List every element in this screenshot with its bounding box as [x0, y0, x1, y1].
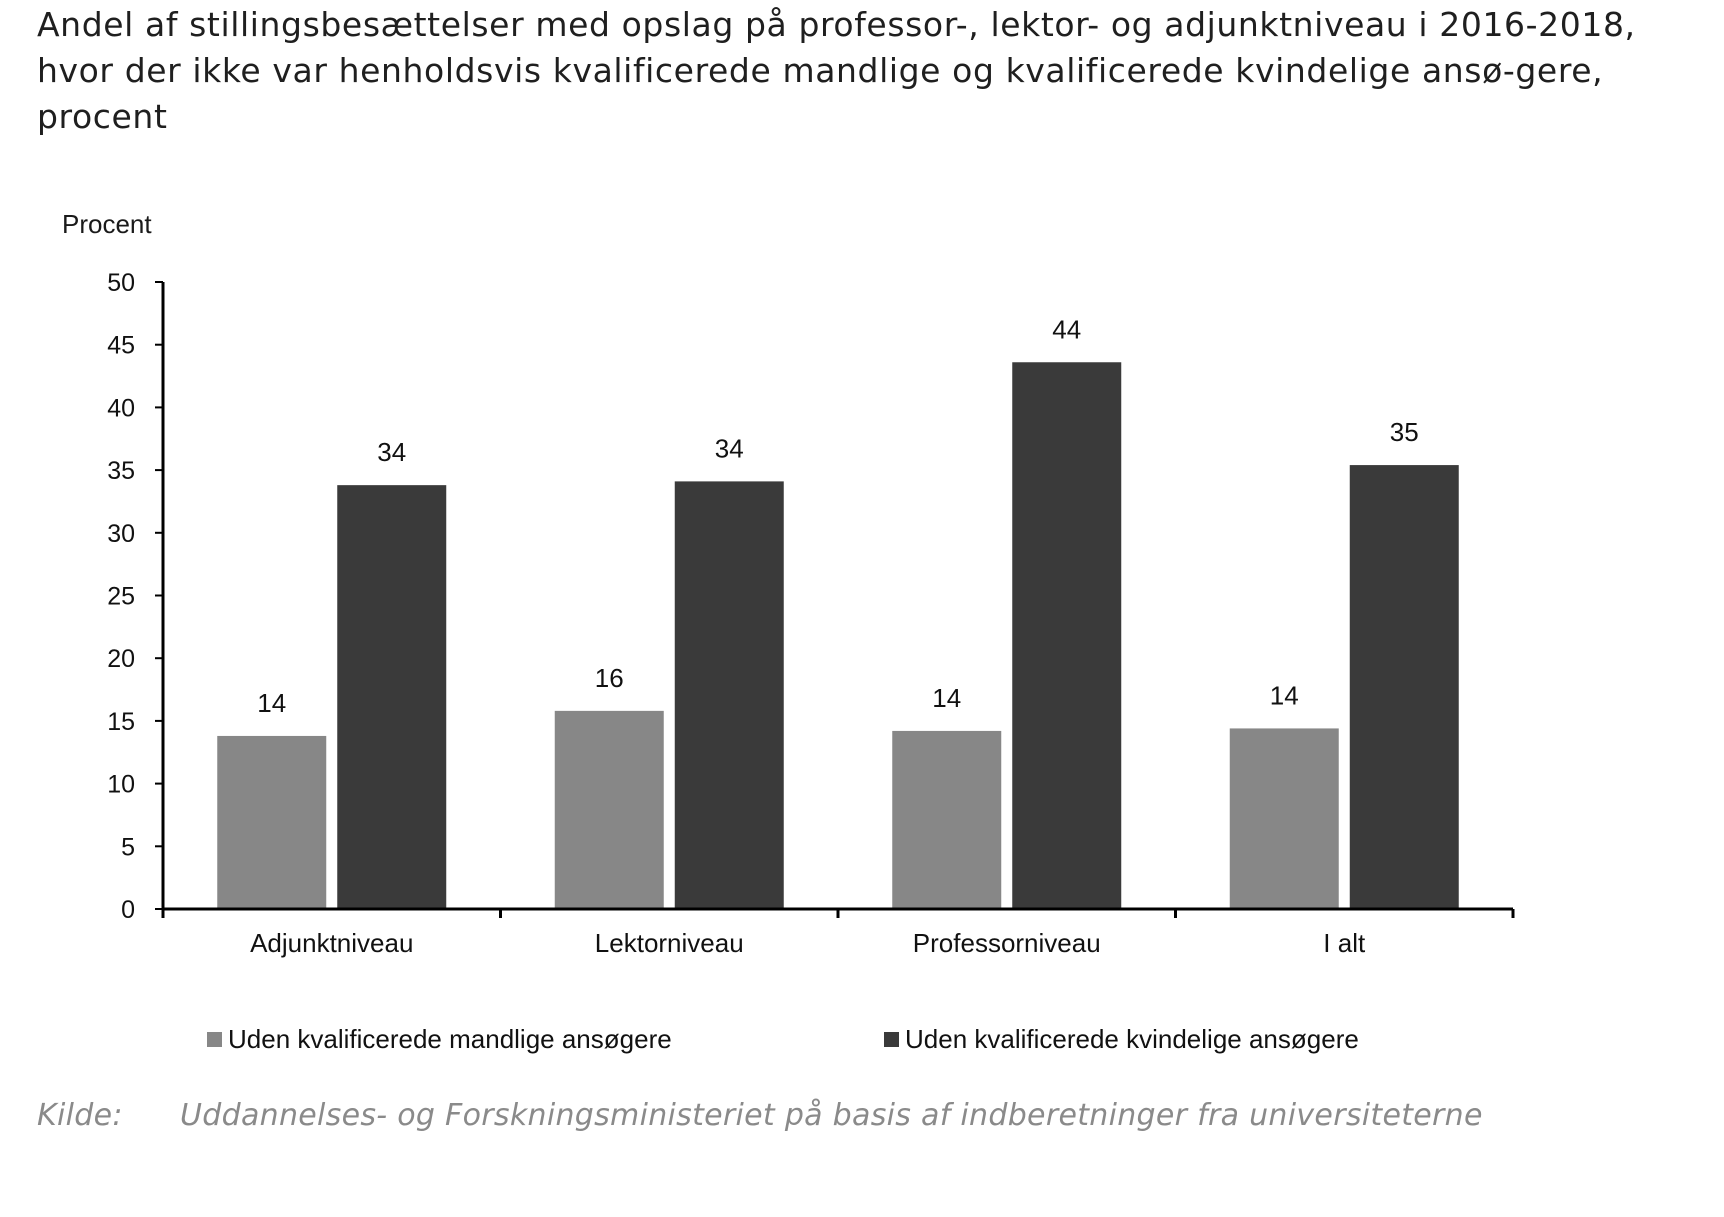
- y-tick-label: 20: [107, 645, 135, 673]
- legend-label: Uden kvalificerede kvindelige ansøgere: [905, 1024, 1359, 1054]
- bar-female-lektorniveau: [674, 481, 784, 909]
- source-text: Uddannelses- og Forskningsministeriet på…: [180, 1098, 1483, 1133]
- y-tick-label: 0: [121, 896, 135, 924]
- y-axis-label: Procent: [62, 209, 152, 239]
- y-tick-label: 40: [107, 394, 135, 422]
- bar-female-adjunktniveau: [337, 485, 447, 909]
- source-note: Kilde: Uddannelses- og Forskningsminister…: [37, 1098, 1483, 1133]
- bars-group: [217, 362, 1459, 910]
- bar-value-label: 34: [377, 437, 406, 467]
- bar-chart: Procent 0 5 10 15 20 25 30 35 40 45 50 14 34 16 34 14 4…: [62, 209, 1515, 1054]
- x-tick-label: Lektorniveau: [595, 928, 744, 958]
- bar-value-label: 14: [257, 688, 286, 718]
- chart-title: Andel af stillingsbesættelser med opslag…: [37, 5, 1636, 136]
- x-tick-label: I alt: [1323, 928, 1366, 958]
- legend: Uden kvalificerede mandlige ansøgere Uden…: [207, 1024, 1359, 1054]
- legend-label: Uden kvalificerede mandlige ansøgere: [228, 1024, 672, 1054]
- y-tick-label: 30: [107, 520, 135, 548]
- bar-value-label: 14: [1270, 680, 1299, 710]
- y-tick-label: 50: [107, 269, 135, 297]
- bar-value-label: 44: [1052, 314, 1081, 344]
- y-tick-label: 35: [107, 457, 135, 485]
- x-tick-label: Adjunktniveau: [250, 928, 413, 958]
- x-tick-label: Professorniveau: [913, 928, 1101, 958]
- bar-female-professorniveau: [1012, 362, 1122, 910]
- axes-group: [161, 282, 1515, 918]
- bar-value-label: 16: [595, 663, 624, 693]
- x-axis-labels: Adjunktniveau Lektorniveau Professorniveau…: [250, 928, 1366, 958]
- y-tick-label: 45: [107, 332, 135, 360]
- bar-male-lektorniveau: [554, 710, 664, 909]
- bar-value-label: 14: [932, 683, 961, 713]
- bar-value-label: 34: [715, 433, 744, 463]
- y-tick-label: 25: [107, 583, 135, 611]
- y-axis-ticks: 0 5 10 15 20 25 30 35 40 45 50: [107, 269, 163, 924]
- bar-male-professorniveau: [892, 730, 1002, 909]
- data-labels-group: 14 34 16 34 14 44 14 35: [257, 314, 1418, 718]
- y-tick-label: 10: [107, 771, 135, 799]
- bar-value-label: 35: [1390, 417, 1419, 447]
- bar-male-i-alt: [1229, 728, 1339, 909]
- source-label: Kilde:: [37, 1098, 123, 1133]
- legend-swatch: [884, 1032, 899, 1047]
- legend-swatch: [207, 1032, 222, 1047]
- y-tick-label: 15: [107, 708, 135, 736]
- y-tick-label: 5: [121, 833, 135, 861]
- bar-male-adjunktniveau: [217, 735, 327, 909]
- bar-female-i-alt: [1349, 465, 1459, 909]
